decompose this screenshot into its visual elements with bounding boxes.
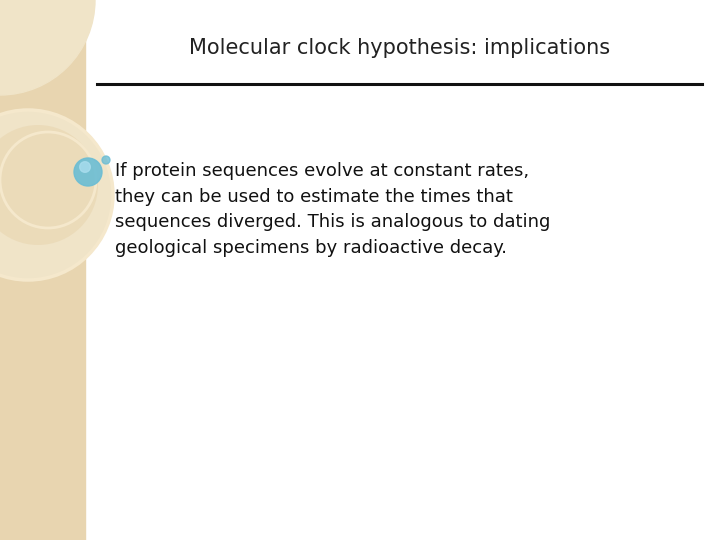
Text: If protein sequences evolve at constant rates,
they can be used to estimate the : If protein sequences evolve at constant … xyxy=(115,162,551,257)
Circle shape xyxy=(0,125,98,245)
Bar xyxy=(0,0,85,540)
Text: Molecular clock hypothesis: implications: Molecular clock hypothesis: implications xyxy=(189,37,610,58)
Circle shape xyxy=(80,161,90,172)
Wedge shape xyxy=(0,0,95,95)
Circle shape xyxy=(74,158,102,186)
Circle shape xyxy=(102,156,110,164)
Circle shape xyxy=(0,110,113,280)
